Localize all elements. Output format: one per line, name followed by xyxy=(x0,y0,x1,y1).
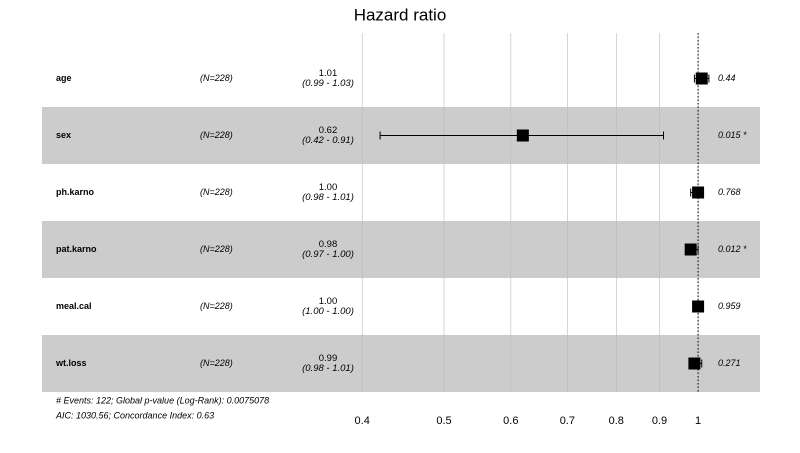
p-label: 0.44 xyxy=(718,73,736,83)
estimate-label: 0.62 xyxy=(319,125,338,136)
estimate-point xyxy=(692,186,705,199)
ci-label: (0.97 - 1.00) xyxy=(302,249,354,260)
row-band xyxy=(42,335,760,392)
ci-label: (0.98 - 1.01) xyxy=(302,192,354,203)
estimate-label: 0.99 xyxy=(319,353,338,364)
estimate-point xyxy=(692,300,705,313)
x-tick-label: 0.7 xyxy=(560,415,575,427)
x-tick-label: 0.6 xyxy=(503,415,518,427)
footnote: AIC: 1030.56; Concordance Index: 0.63 xyxy=(55,410,214,420)
x-tick-label: 1 xyxy=(695,415,701,427)
estimate-point xyxy=(684,243,697,256)
ci-label: (0.98 - 1.01) xyxy=(302,363,354,374)
estimate-label: 1.00 xyxy=(319,182,338,193)
variable-label: age xyxy=(56,73,72,83)
p-label: 0.012 * xyxy=(718,244,747,254)
x-tick-label: 0.9 xyxy=(652,415,667,427)
p-label: 0.015 * xyxy=(718,130,747,140)
x-tick-label: 0.5 xyxy=(436,415,451,427)
variable-label: wt.loss xyxy=(55,358,87,368)
p-label: 0.768 xyxy=(718,187,741,197)
p-label: 0.271 xyxy=(718,358,741,368)
estimate-label: 1.00 xyxy=(319,296,338,307)
row-band xyxy=(42,50,760,107)
row-band xyxy=(42,164,760,221)
variable-label: pat.karno xyxy=(56,244,97,254)
estimate-label: 0.98 xyxy=(319,239,338,250)
n-label: (N=228) xyxy=(200,187,233,197)
n-label: (N=228) xyxy=(200,358,233,368)
row-band xyxy=(42,278,760,335)
n-label: (N=228) xyxy=(200,130,233,140)
variable-label: ph.karno xyxy=(56,187,95,197)
chart-title: Hazard ratio xyxy=(354,5,447,24)
ci-label: (0.42 - 0.91) xyxy=(302,135,354,146)
ci-label: (0.99 - 1.03) xyxy=(302,78,354,89)
p-label: 0.959 xyxy=(718,301,741,311)
estimate-point xyxy=(688,357,701,370)
n-label: (N=228) xyxy=(200,301,233,311)
n-label: (N=228) xyxy=(200,73,233,83)
estimate-point xyxy=(695,72,708,85)
estimate-label: 1.01 xyxy=(319,68,338,79)
variable-label: meal.cal xyxy=(56,301,92,311)
ci-label: (1.00 - 1.00) xyxy=(302,306,354,317)
n-label: (N=228) xyxy=(200,244,233,254)
row-band xyxy=(42,221,760,278)
variable-label: sex xyxy=(56,130,71,140)
x-tick-label: 0.4 xyxy=(355,415,370,427)
footnote: # Events: 122; Global p-value (Log-Rank)… xyxy=(56,395,269,405)
estimate-point xyxy=(516,129,529,142)
x-tick-label: 0.8 xyxy=(609,415,624,427)
